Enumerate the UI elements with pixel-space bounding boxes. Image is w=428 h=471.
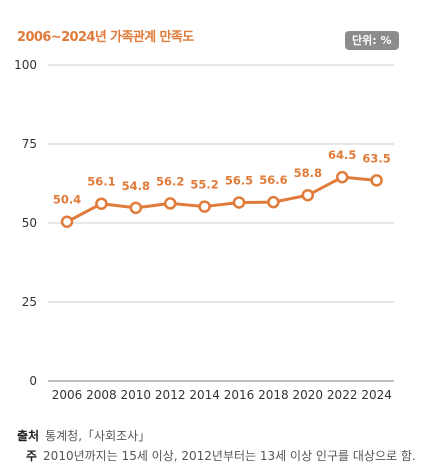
data-point — [95, 197, 108, 210]
data-point — [335, 170, 349, 184]
data-label: 56.1 — [87, 175, 115, 189]
data-point — [163, 197, 177, 210]
note-label: 주 — [26, 449, 38, 463]
series-line-path — [66, 175, 377, 224]
x-tick-label: 2018 — [258, 388, 289, 402]
y-tick-label: 75 — [22, 137, 37, 151]
x-tick-label: 2022 — [327, 388, 358, 402]
x-tick-label: 2016 — [224, 388, 255, 402]
note-text: 2010년까지는 15세 이상, 2012년부터는 13세 이상 인구를 대상으… — [43, 449, 416, 463]
source-note: 출처 통계청,「사회조사」 — [17, 427, 150, 444]
y-tick-label: 25 — [22, 295, 37, 309]
source-label: 출처 — [17, 429, 40, 443]
footnote: 주 2010년까지는 15세 이상, 2012년부터는 13세 이상 인구를 대상… — [26, 447, 416, 464]
x-tick-label: 2010 — [121, 388, 152, 402]
data-label: 56.2 — [156, 174, 184, 188]
data-labels: 50.4 56.1 54.8 56.2 55.2 56.5 56.6 58.8 64.5 63.5 — [53, 148, 391, 207]
series-line — [66, 175, 377, 224]
data-label: 58.8 — [294, 166, 322, 180]
data-label: 56.6 — [259, 173, 287, 187]
unit-badge: 단위: % — [345, 31, 399, 50]
y-tick-label: 0 — [29, 374, 37, 388]
data-label: 54.8 — [122, 179, 150, 193]
gridlines — [48, 64, 394, 382]
x-tick-label: 2006 — [52, 388, 83, 402]
x-tick-label: 2020 — [293, 388, 324, 402]
data-point — [267, 195, 280, 209]
data-label: 50.4 — [53, 193, 81, 207]
data-point — [370, 174, 383, 187]
x-tick-label: 2014 — [189, 388, 220, 402]
source-text: 통계청,「사회조사」 — [45, 429, 151, 443]
x-tick-label: 2008 — [86, 388, 117, 402]
y-tick-label: 50 — [22, 216, 37, 230]
y-axis-ticks: 0 25 50 75 100 — [14, 58, 37, 388]
data-label: 55.2 — [190, 178, 218, 192]
y-tick-label: 100 — [14, 58, 37, 72]
data-label: 63.5 — [362, 151, 390, 165]
chart-title: 2006~2024년 가족관계 만족도 — [17, 30, 194, 45]
data-point — [60, 215, 74, 228]
data-label: 64.5 — [328, 148, 356, 162]
data-point — [232, 196, 246, 209]
data-points — [60, 170, 383, 228]
x-tick-label: 2024 — [361, 388, 392, 402]
data-point — [301, 188, 315, 202]
data-label: 56.5 — [225, 173, 253, 187]
data-point — [198, 200, 211, 213]
x-axis-ticks: 2006 2008 2010 2012 2014 2016 2018 2020 2022 2024 — [52, 388, 392, 402]
x-tick-label: 2012 — [155, 388, 186, 402]
data-point — [129, 201, 143, 215]
